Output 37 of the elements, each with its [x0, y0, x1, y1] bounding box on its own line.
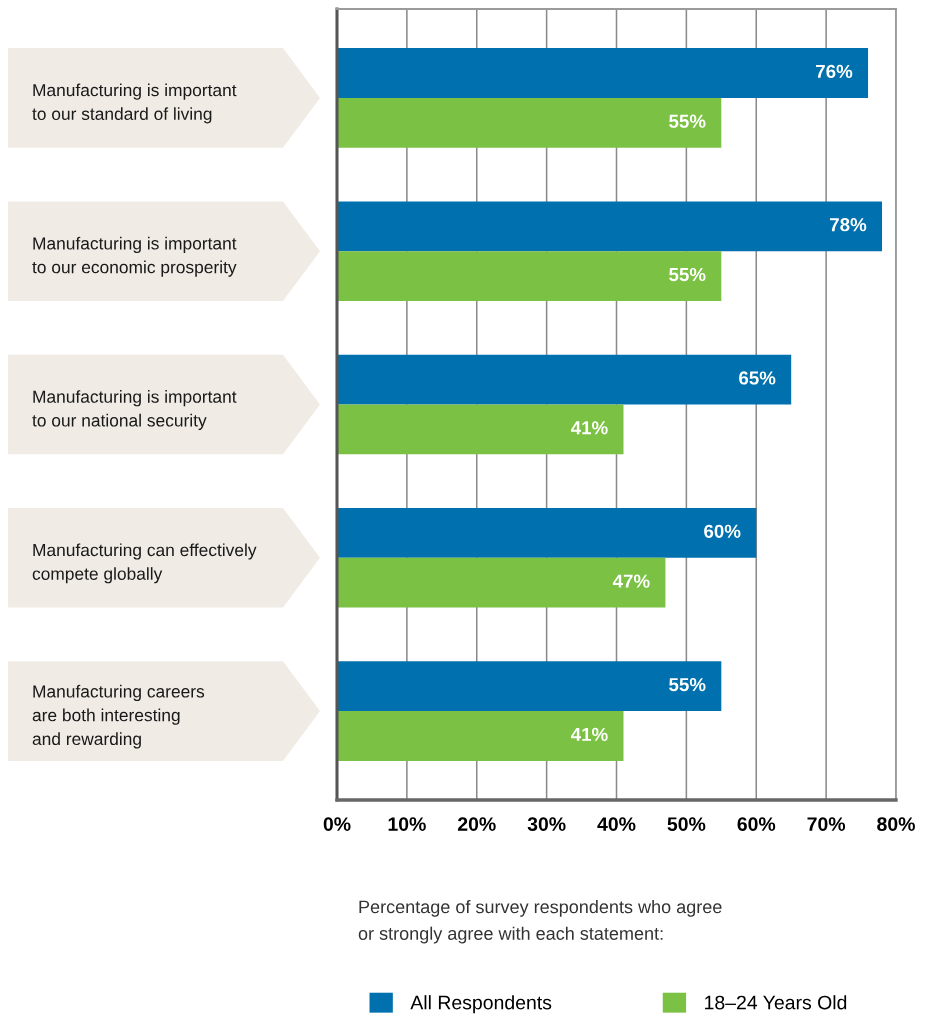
y-tick-label: Manufacturing is important to our national security: [32, 390, 237, 431]
bar: [337, 711, 624, 761]
data-label: 41%: [570, 421, 608, 435]
data-label: 47%: [612, 574, 650, 588]
y-tick-label: Manufacturing is important to our economic prosperity: [32, 236, 237, 277]
x-tick-label: 10%: [388, 817, 426, 831]
y-tick-label: Manufacturing careers are both interesting and rewarding: [32, 684, 205, 749]
y-tick-label: Manufacturing is important to our standard of living: [32, 83, 237, 124]
bar: [337, 97, 722, 148]
data-label: 41%: [570, 727, 608, 741]
x-tick-label: 0%: [323, 817, 351, 831]
bar: [337, 661, 722, 712]
y-tick-label: Manufacturing can effectively compete globally: [32, 543, 257, 584]
x-tick-label: 60%: [737, 817, 776, 831]
data-label: 65%: [739, 371, 776, 385]
x-tick-label: 70%: [807, 817, 846, 831]
x-tick-label: 20%: [457, 817, 496, 831]
x-tick-label: 30%: [527, 817, 566, 831]
data-label: 55%: [669, 267, 706, 282]
bar: [337, 201, 883, 252]
x-tick-label: 80%: [877, 817, 915, 831]
legend-label: All Respondents: [410, 995, 552, 1014]
bar: [337, 48, 869, 98]
x-tick-label: 50%: [667, 817, 706, 831]
data-label: 55%: [669, 114, 706, 128]
data-label: 78%: [830, 218, 867, 232]
text: Percentage of survey respondents who agree or strongly agree with each statement:: [358, 900, 722, 944]
bar: [337, 507, 757, 558]
bar: [337, 557, 666, 608]
bar: [337, 251, 722, 302]
legend-label: 18–24 Years Old: [705, 995, 847, 1010]
data-label: 76%: [816, 64, 853, 79]
data-label: 55%: [669, 677, 706, 692]
bar: [337, 354, 792, 405]
data-label: 60%: [704, 524, 741, 538]
bar: [337, 404, 624, 455]
x-tick-label: 40%: [597, 817, 636, 831]
